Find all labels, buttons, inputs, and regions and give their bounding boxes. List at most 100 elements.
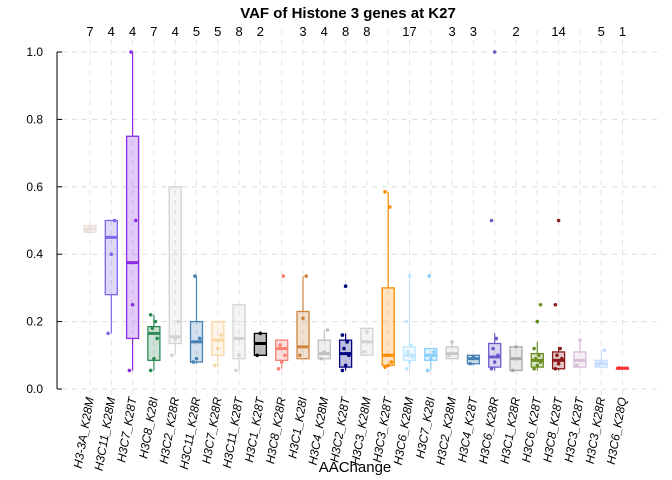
box-H3C8_K28T xyxy=(551,218,566,371)
data-point xyxy=(538,360,543,364)
count-label: 1 xyxy=(619,24,626,39)
count-label: 3 xyxy=(448,24,455,39)
y-axis: 0.0 0.2 0.4 0.6 0.8 1.0 xyxy=(26,45,62,396)
box-iqr xyxy=(232,304,246,360)
data-point xyxy=(383,365,387,369)
data-point xyxy=(537,353,541,358)
data-point xyxy=(553,302,558,307)
data-point xyxy=(342,346,346,351)
x-tick-label: H3C7_K28I xyxy=(413,395,438,459)
data-point xyxy=(389,360,394,364)
data-point xyxy=(365,329,369,334)
data-point xyxy=(219,333,223,337)
box-iqr xyxy=(211,320,225,356)
y-tick-label: 1.0 xyxy=(26,45,43,59)
count-label: 4 xyxy=(129,24,136,39)
grid-lines xyxy=(62,30,662,398)
box-plots xyxy=(83,50,630,373)
data-point xyxy=(514,345,518,349)
data-point xyxy=(283,353,287,358)
data-point xyxy=(193,274,197,278)
data-point xyxy=(343,363,348,368)
data-point xyxy=(596,363,600,368)
data-point xyxy=(410,355,415,359)
data-point xyxy=(404,366,409,371)
y-tick-label: 0.2 xyxy=(26,315,43,329)
data-point xyxy=(340,368,345,373)
data-point xyxy=(494,336,499,341)
data-point xyxy=(170,353,174,358)
data-point xyxy=(319,356,323,361)
data-point xyxy=(176,319,181,324)
data-point xyxy=(361,350,366,354)
data-point xyxy=(343,284,348,289)
count-label: 3 xyxy=(299,24,306,39)
y-tick-label: 0.0 xyxy=(26,382,43,396)
data-point xyxy=(425,368,430,373)
data-point xyxy=(599,360,603,364)
data-point xyxy=(406,350,410,354)
data-point xyxy=(407,274,412,278)
data-point xyxy=(533,356,538,361)
data-point xyxy=(129,50,133,54)
data-point xyxy=(560,356,564,361)
data-point xyxy=(471,355,476,359)
data-point xyxy=(173,336,177,341)
data-point xyxy=(491,346,495,351)
data-point xyxy=(278,343,282,347)
data-point xyxy=(298,353,302,358)
box-H3C8_K28I xyxy=(147,313,161,373)
box-iqr xyxy=(104,219,118,296)
data-point xyxy=(532,366,536,371)
data-point xyxy=(407,360,412,364)
data-point xyxy=(304,274,309,278)
data-point xyxy=(134,218,138,223)
box-H3C3_K28M xyxy=(360,327,374,356)
box-iqr xyxy=(275,339,289,362)
data-point xyxy=(535,319,540,324)
box-H3C4_K28M xyxy=(317,328,331,361)
data-point xyxy=(409,343,413,347)
data-point xyxy=(492,360,497,364)
data-point xyxy=(281,274,286,278)
chart-title: VAF of Histone 3 genes at K27 xyxy=(240,5,456,22)
box-H3C2_K28T xyxy=(338,284,353,373)
data-point xyxy=(194,356,199,361)
data-point xyxy=(427,274,432,278)
data-point xyxy=(345,340,350,344)
data-point xyxy=(578,338,582,342)
data-point xyxy=(532,346,536,351)
data-point xyxy=(258,331,263,336)
data-point xyxy=(386,363,391,368)
count-label: 5 xyxy=(193,24,200,39)
box-H3C1_K28R xyxy=(509,345,523,373)
data-point xyxy=(155,336,159,341)
data-point xyxy=(556,218,561,223)
data-point xyxy=(152,356,156,361)
count-label: 2 xyxy=(257,24,264,39)
count-label: 3 xyxy=(470,24,477,39)
box-H3C7_K28T xyxy=(125,50,140,373)
data-point xyxy=(112,218,117,223)
data-point xyxy=(556,361,561,366)
data-point xyxy=(538,302,543,307)
count-label: 2 xyxy=(512,24,519,39)
data-point xyxy=(322,350,327,354)
count-label: 14 xyxy=(551,24,565,39)
count-label: 7 xyxy=(86,24,93,39)
data-point xyxy=(212,363,217,368)
box-H3C2_K28R xyxy=(168,186,182,358)
y-tick-label: 0.6 xyxy=(26,180,43,194)
count-label: 4 xyxy=(172,24,179,39)
data-point xyxy=(88,225,92,230)
data-point xyxy=(496,353,500,358)
data-point xyxy=(279,360,284,364)
count-label: 8 xyxy=(342,24,349,39)
box-iqr xyxy=(125,135,140,340)
data-point xyxy=(234,368,238,373)
data-point xyxy=(347,353,351,358)
data-point xyxy=(535,363,540,368)
count-label: 7 xyxy=(150,24,157,39)
data-point xyxy=(489,366,494,371)
data-point xyxy=(191,360,196,364)
